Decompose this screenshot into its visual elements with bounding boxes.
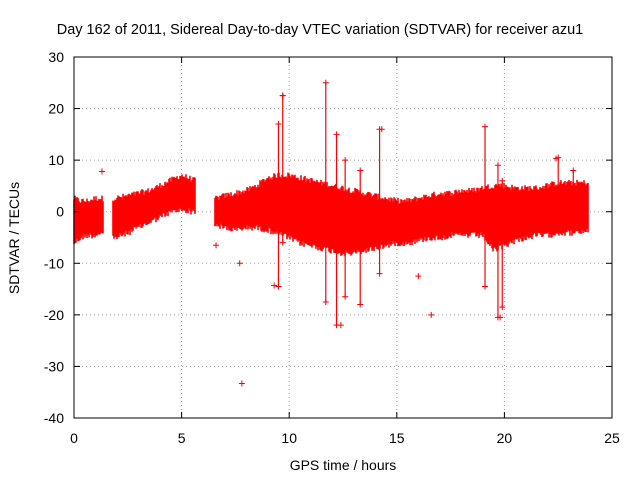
data-point [357,167,364,174]
y-tick-label: 20 [48,101,64,117]
y-tick-label: 0 [56,204,64,220]
data-point [337,322,344,329]
data-point [275,121,282,128]
data-point [342,293,349,300]
data-point [357,301,364,308]
data-point [322,298,329,305]
data-point [570,224,577,231]
data-series-sdtvar [73,79,589,387]
y-tick-label: -10 [44,255,64,271]
x-tick-label: 15 [389,430,405,446]
data-point [213,242,220,249]
data-point [570,167,577,174]
data-point [376,270,383,277]
data-point [275,283,282,290]
data-point [333,131,340,138]
data-point [482,283,489,290]
data-point [279,92,286,99]
data-point [499,177,506,184]
data-point [497,314,504,321]
y-tick-label: 30 [48,49,64,65]
data-point [271,282,278,289]
x-tick-label: 5 [178,430,186,446]
x-tick-label: 10 [281,430,297,446]
axis-ticks: 0 5 10 15 20 25 -40 -30 -20 -10 0 10 20 30 [44,49,620,446]
data-point [378,126,385,133]
x-axis-label: GPS time / hours [289,457,397,473]
data-point [499,304,506,311]
data-point [236,260,243,267]
y-tick-label: -20 [44,307,64,323]
data-point [342,157,349,164]
y-tick-label: -30 [44,358,64,374]
x-tick-label: 20 [497,430,513,446]
data-point [494,162,501,169]
data-band [73,172,589,257]
data-point [415,273,422,280]
x-tick-label: 25 [604,430,620,446]
y-axis-label: SDTVAR / TECUs [6,181,22,295]
data-point [428,311,435,318]
x-tick-label: 0 [70,430,78,446]
data-point [279,239,286,246]
data-point [238,380,245,387]
data-point [98,168,105,175]
chart-title: Day 162 of 2011, Sidereal Day-to-day VTE… [56,22,584,38]
data-point [482,123,489,130]
y-tick-label: -40 [44,410,64,426]
plot-frame [73,56,613,419]
data-point [553,155,560,162]
y-tick-label: 10 [48,152,64,168]
data-point [322,79,329,86]
data-point [555,226,562,233]
